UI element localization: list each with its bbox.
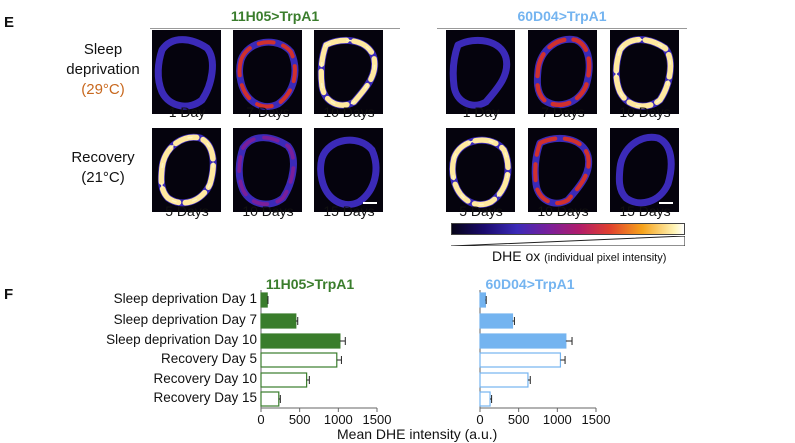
panel-letter-f: F xyxy=(4,286,14,303)
group-rule-60d04 xyxy=(437,28,687,29)
micrograph-tile xyxy=(610,30,679,114)
micrograph-caption: 10 Days xyxy=(242,203,294,219)
micrograph-tile xyxy=(152,30,221,114)
gut-tissue-image xyxy=(449,36,511,109)
micrograph-tile xyxy=(314,30,383,114)
micrograph-tile xyxy=(152,128,221,212)
gut-tissue-image xyxy=(317,136,380,208)
row-label-recovery: Recovery (21°C) xyxy=(58,148,148,188)
micrograph-tile xyxy=(528,30,597,114)
row-label-line: deprivation xyxy=(66,61,140,78)
micrograph-caption: 5 Days xyxy=(459,203,503,219)
bar-category-label: Sleep deprivation Day 7 xyxy=(113,312,257,327)
micrograph-tile xyxy=(446,128,515,212)
bar xyxy=(479,391,491,407)
micrograph-caption: 15 Days xyxy=(323,203,375,219)
gut-tissue-image xyxy=(236,38,299,110)
gut-tissue-image xyxy=(157,133,217,207)
x-tick-label: 500 xyxy=(508,412,530,427)
bar-category-label: Sleep deprivation Day 1 xyxy=(113,291,257,306)
x-tick-label: 1500 xyxy=(582,412,611,427)
x-tick-label: 1000 xyxy=(543,412,572,427)
bar-category-label: Recovery Day 10 xyxy=(153,371,257,386)
bar xyxy=(479,333,567,349)
scale-bar xyxy=(659,202,673,204)
micrograph-caption: 7 Days xyxy=(246,104,290,120)
bar xyxy=(260,352,338,368)
x-axis-label: Mean DHE intensity (a.u.) xyxy=(337,426,498,442)
scale-bar xyxy=(363,202,377,204)
row-temp: (29°C) xyxy=(81,81,125,98)
gut-tissue-image xyxy=(317,36,379,109)
colorbar-wedge xyxy=(451,236,685,246)
chart-title: 60D04>TrpA1 xyxy=(485,276,574,292)
bar xyxy=(479,352,562,368)
micrograph-caption: 1 Day xyxy=(462,104,500,120)
bar-category-label: Recovery Day 5 xyxy=(160,351,257,366)
group-title-60d04: 60D04>TrpA1 xyxy=(517,8,607,24)
x-tick-label: 1000 xyxy=(324,412,353,427)
micrograph-tile xyxy=(233,128,302,212)
micrograph-caption: 10 Days xyxy=(537,203,589,219)
gut-tissue-image xyxy=(533,35,593,109)
micrograph-tile xyxy=(314,128,383,212)
panel-letter-e: E xyxy=(4,14,15,31)
micrograph-caption: 5 Days xyxy=(165,203,209,219)
group-title-11h05: 11H05>TrpA1 xyxy=(230,8,320,24)
micrograph-tile xyxy=(610,128,679,212)
micrograph-tile xyxy=(233,30,302,114)
gut-tissue-image xyxy=(531,134,593,207)
colorbar-label: DHE ox (individual pixel intensity) xyxy=(492,248,666,264)
bar xyxy=(260,391,280,407)
row-label-line: Recovery xyxy=(71,149,135,166)
micrograph-tile xyxy=(446,30,515,114)
bar xyxy=(479,372,529,388)
gut-tissue-image xyxy=(154,36,216,110)
gut-tissue-image xyxy=(449,136,512,208)
micrograph-caption: 15 Days xyxy=(619,203,671,219)
micrograph-caption: 10 Days xyxy=(619,104,671,120)
bar-category-label: Recovery Day 15 xyxy=(153,390,257,405)
chart-title: 11H05>TrpA1 xyxy=(266,276,355,292)
row-label-sleep-deprivation: Sleep deprivation (29°C) xyxy=(58,40,148,100)
group-rule-11h05 xyxy=(150,28,400,29)
colorbar-title: DHE ox xyxy=(492,248,541,264)
x-tick-label: 500 xyxy=(289,412,311,427)
micrograph-caption: 7 Days xyxy=(541,104,585,120)
x-tick-label: 0 xyxy=(476,412,483,427)
bar-category-label: Sleep deprivation Day 10 xyxy=(106,332,257,347)
colorbar-sublabel: (individual pixel intensity) xyxy=(544,252,667,264)
bar xyxy=(260,313,297,329)
bar xyxy=(260,333,341,349)
gut-tissue-image xyxy=(612,36,674,110)
micrograph-caption: 10 Days xyxy=(323,104,375,120)
gut-tissue-image xyxy=(235,134,297,208)
micrograph-tile xyxy=(528,128,597,212)
bar xyxy=(479,292,487,308)
row-temp: (21°C) xyxy=(81,169,125,186)
micrograph-caption: 1 Day xyxy=(168,104,206,120)
x-tick-label: 0 xyxy=(257,412,264,427)
bar xyxy=(260,372,308,388)
bar xyxy=(479,313,514,329)
bar xyxy=(260,292,268,308)
gut-tissue-image xyxy=(615,133,675,207)
row-label-line: Sleep xyxy=(83,41,123,58)
colorbar xyxy=(451,223,685,235)
x-tick-label: 1500 xyxy=(363,412,392,427)
